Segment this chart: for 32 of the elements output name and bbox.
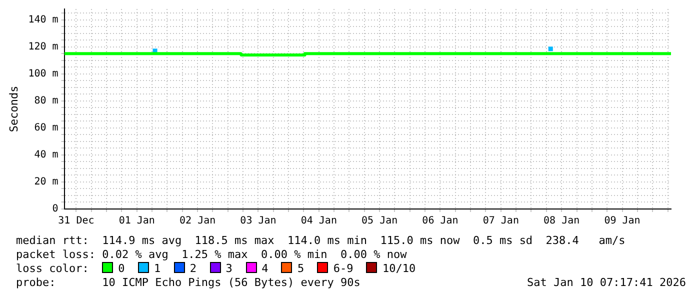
x-tick-label: 01 Jan [118, 216, 155, 227]
legend-label: 4 [260, 262, 270, 275]
x-tick-label: 09 Jan [604, 216, 640, 227]
text: probe: 10 ICMP Echo Pings (56 Bytes) every 90s [16, 276, 360, 290]
legend-label: 1 [152, 262, 162, 275]
y-tick-label: 20 m [34, 176, 58, 188]
y-tick-label: 0 [52, 204, 58, 215]
x-tick-label: 07 Jan [482, 216, 519, 227]
legend-label: 3 [224, 262, 234, 275]
text: packet loss: 0.02 % avg 1.25 % max 0.00 % min 0.00 % now [16, 248, 408, 262]
legend-label: 10/10 [381, 262, 417, 275]
y-tick-label: 80 m [34, 95, 58, 106]
legend-label: 2 [188, 262, 198, 275]
y-tick-label: 120 m [28, 41, 58, 52]
y-axis-title: Seconds [7, 86, 20, 132]
x-tick-label: 31 Dec [58, 216, 94, 227]
x-tick-label: 06 Jan [422, 216, 458, 227]
y-tick-label: 140 m [28, 14, 58, 26]
x-tick-label: 04 Jan [300, 216, 337, 227]
legend-title: loss color: [16, 262, 90, 275]
legend-label: 0 [117, 262, 126, 275]
x-tick-label: 03 Jan [240, 216, 276, 227]
x-tick-label: 02 Jan [180, 216, 216, 227]
y-tick-label: 100 m [28, 68, 58, 80]
legend-label: 6-9 [332, 262, 354, 275]
text: median rtt: 114.9 ms avg 118.5 ms max 114.0 ms min 115.0 ms now 0.5 ms sd 238.4 am/s [16, 234, 626, 248]
y-tick-label: 60 m [34, 122, 58, 134]
text: Sat Jan 10 07:17:41 2026 [527, 276, 686, 290]
x-tick-label: 05 Jan [362, 216, 398, 227]
x-tick-label: 08 Jan [544, 216, 580, 227]
legend-label: 5 [296, 262, 306, 275]
y-tick-label: 40 m [34, 150, 58, 161]
